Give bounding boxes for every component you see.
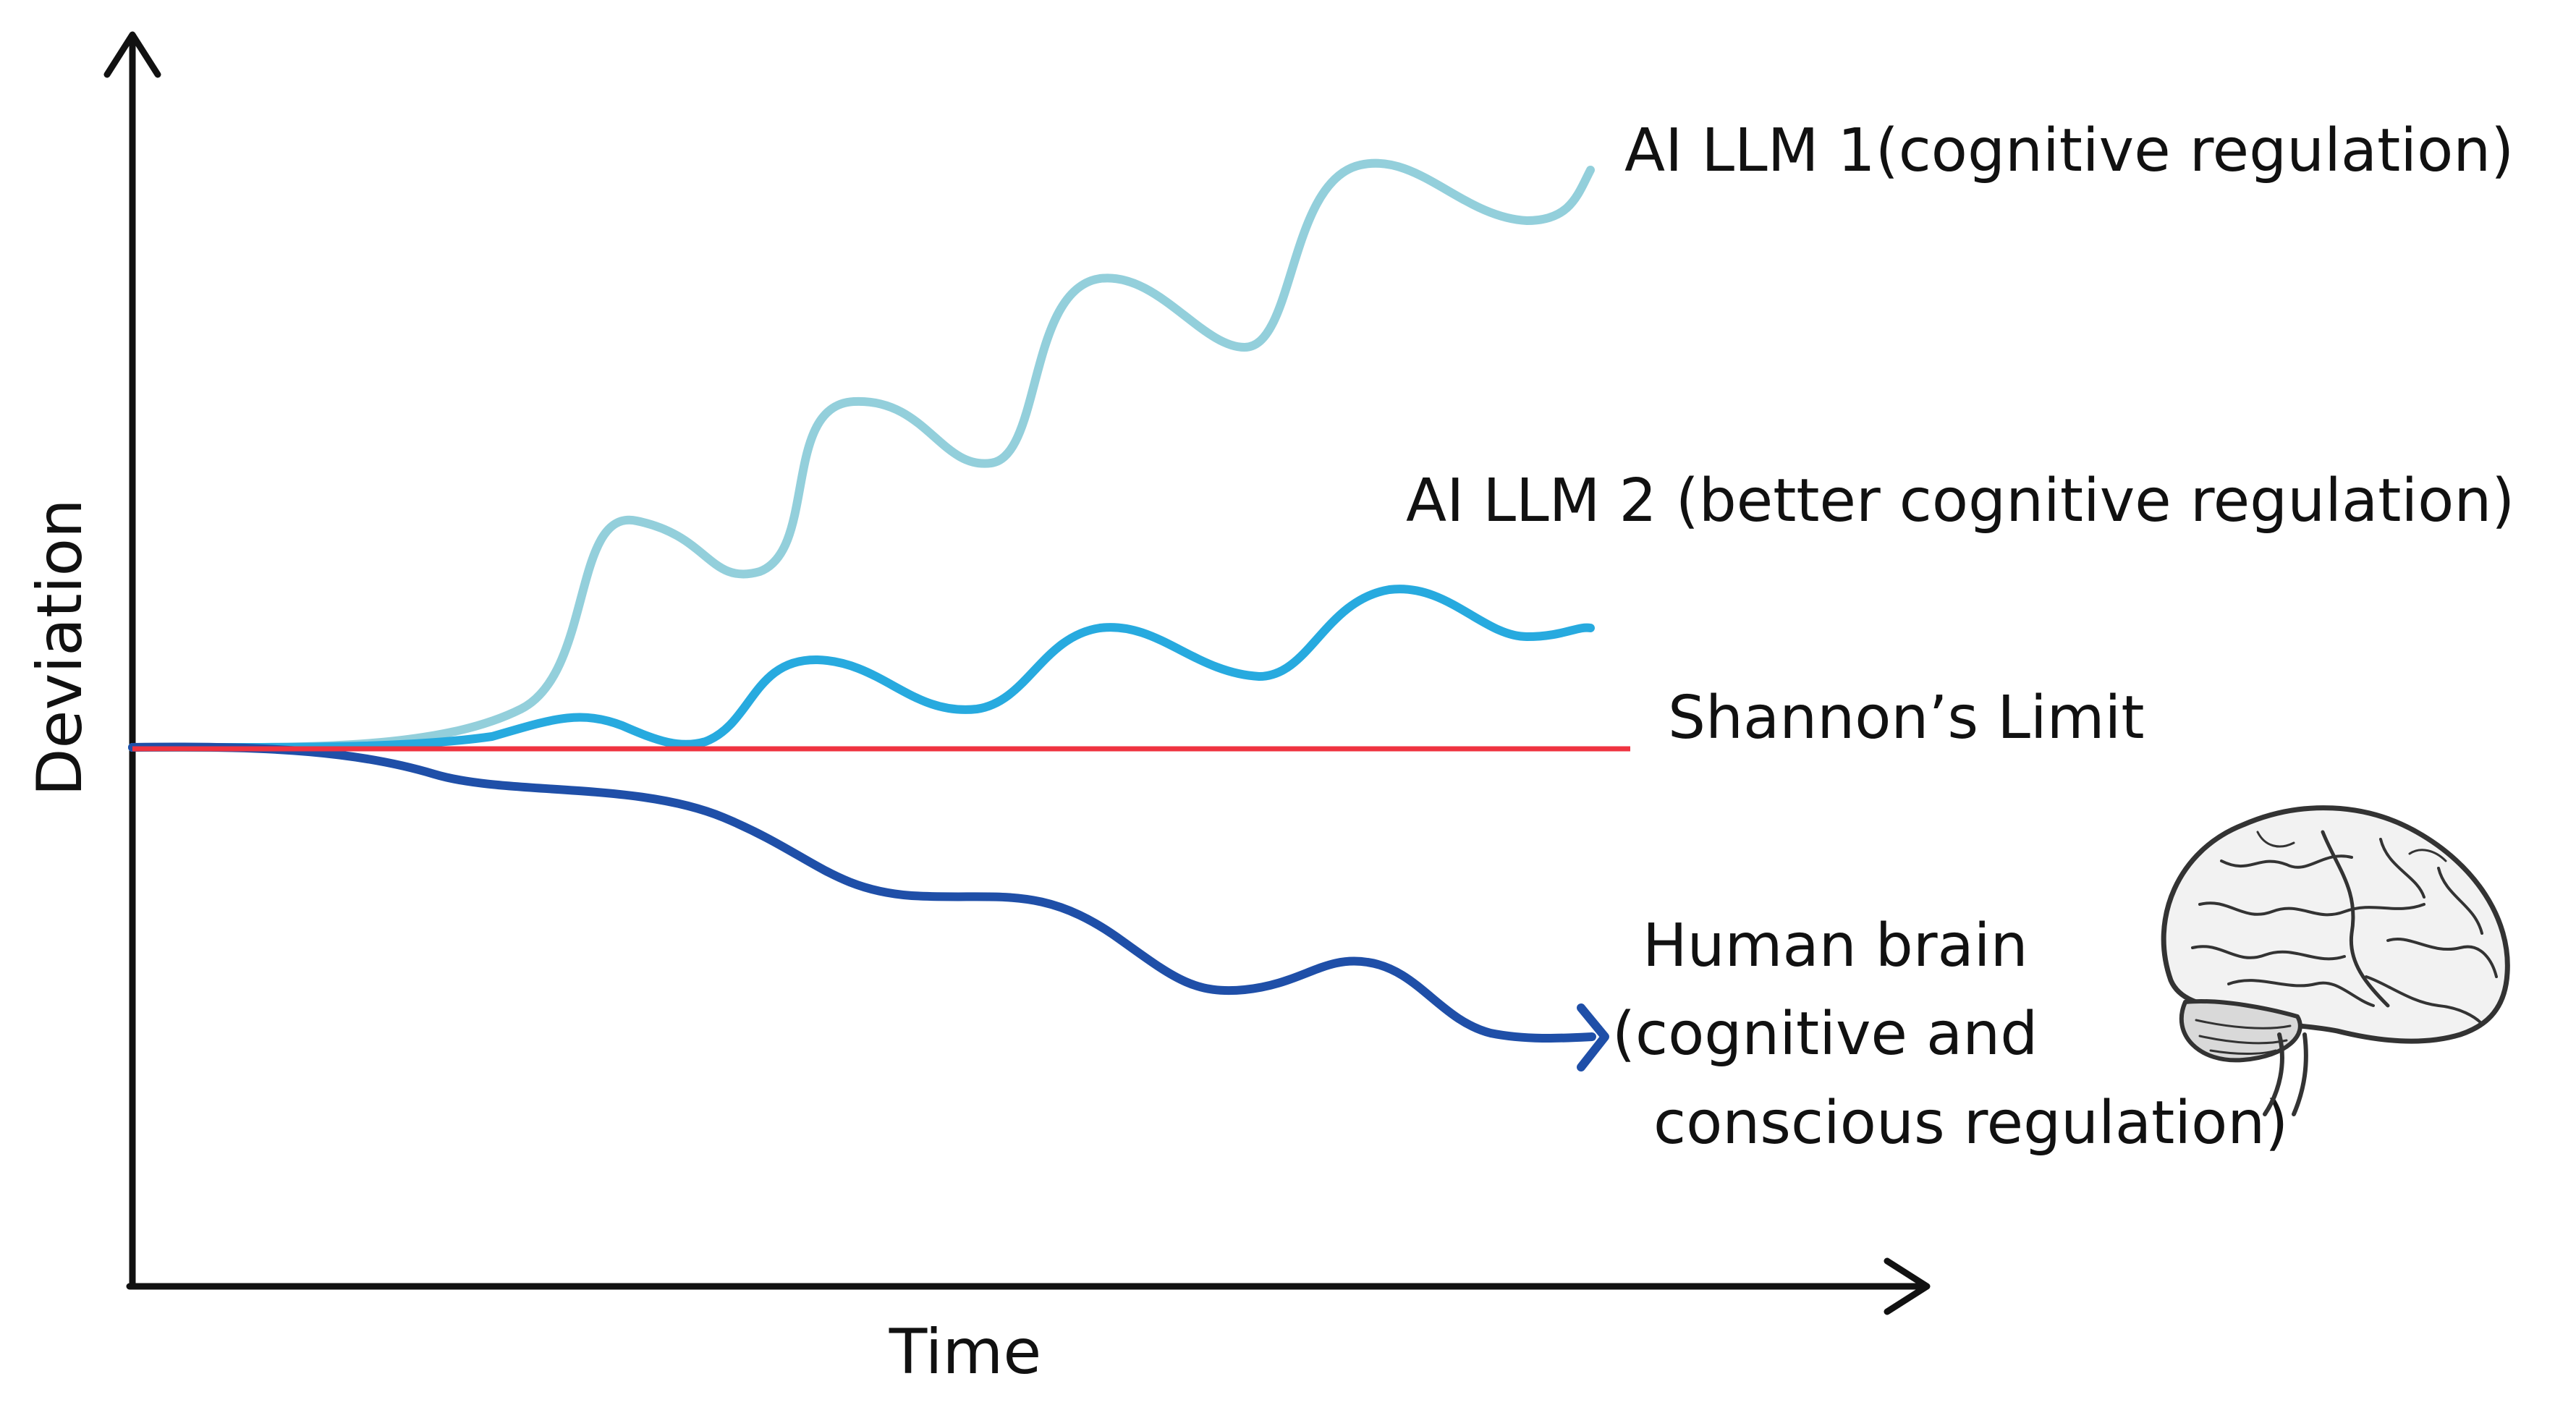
llm1-label: AI LLM 1(cognitive regulation) <box>1624 116 2514 185</box>
human-brain-curve <box>128 742 1596 1043</box>
curves <box>128 158 1630 1071</box>
x-axis-arrowhead <box>1884 1257 1931 1315</box>
human-brain-label-line-2: (cognitive and <box>1612 1000 2038 1069</box>
y-axis-label: Deviation <box>24 498 96 796</box>
y-axis-arrowhead <box>103 31 161 78</box>
x-axis-label: Time <box>889 1316 1041 1388</box>
shannon-limit-label: Shannon’s Limit <box>1668 684 2144 752</box>
human-brain-label-line-1: Human brain <box>1643 912 2028 980</box>
llm2-label: AI LLM 2 (better cognitive regulation) <box>1406 467 2514 535</box>
human-brain-label-line-3: conscious regulation) <box>1653 1089 2288 1158</box>
human-brain-arrowhead <box>1577 1003 1609 1071</box>
llm2-curve <box>128 585 1595 752</box>
brain-icon <box>2161 805 2510 1116</box>
axes <box>103 31 1931 1315</box>
llm1-curve <box>128 158 1595 752</box>
